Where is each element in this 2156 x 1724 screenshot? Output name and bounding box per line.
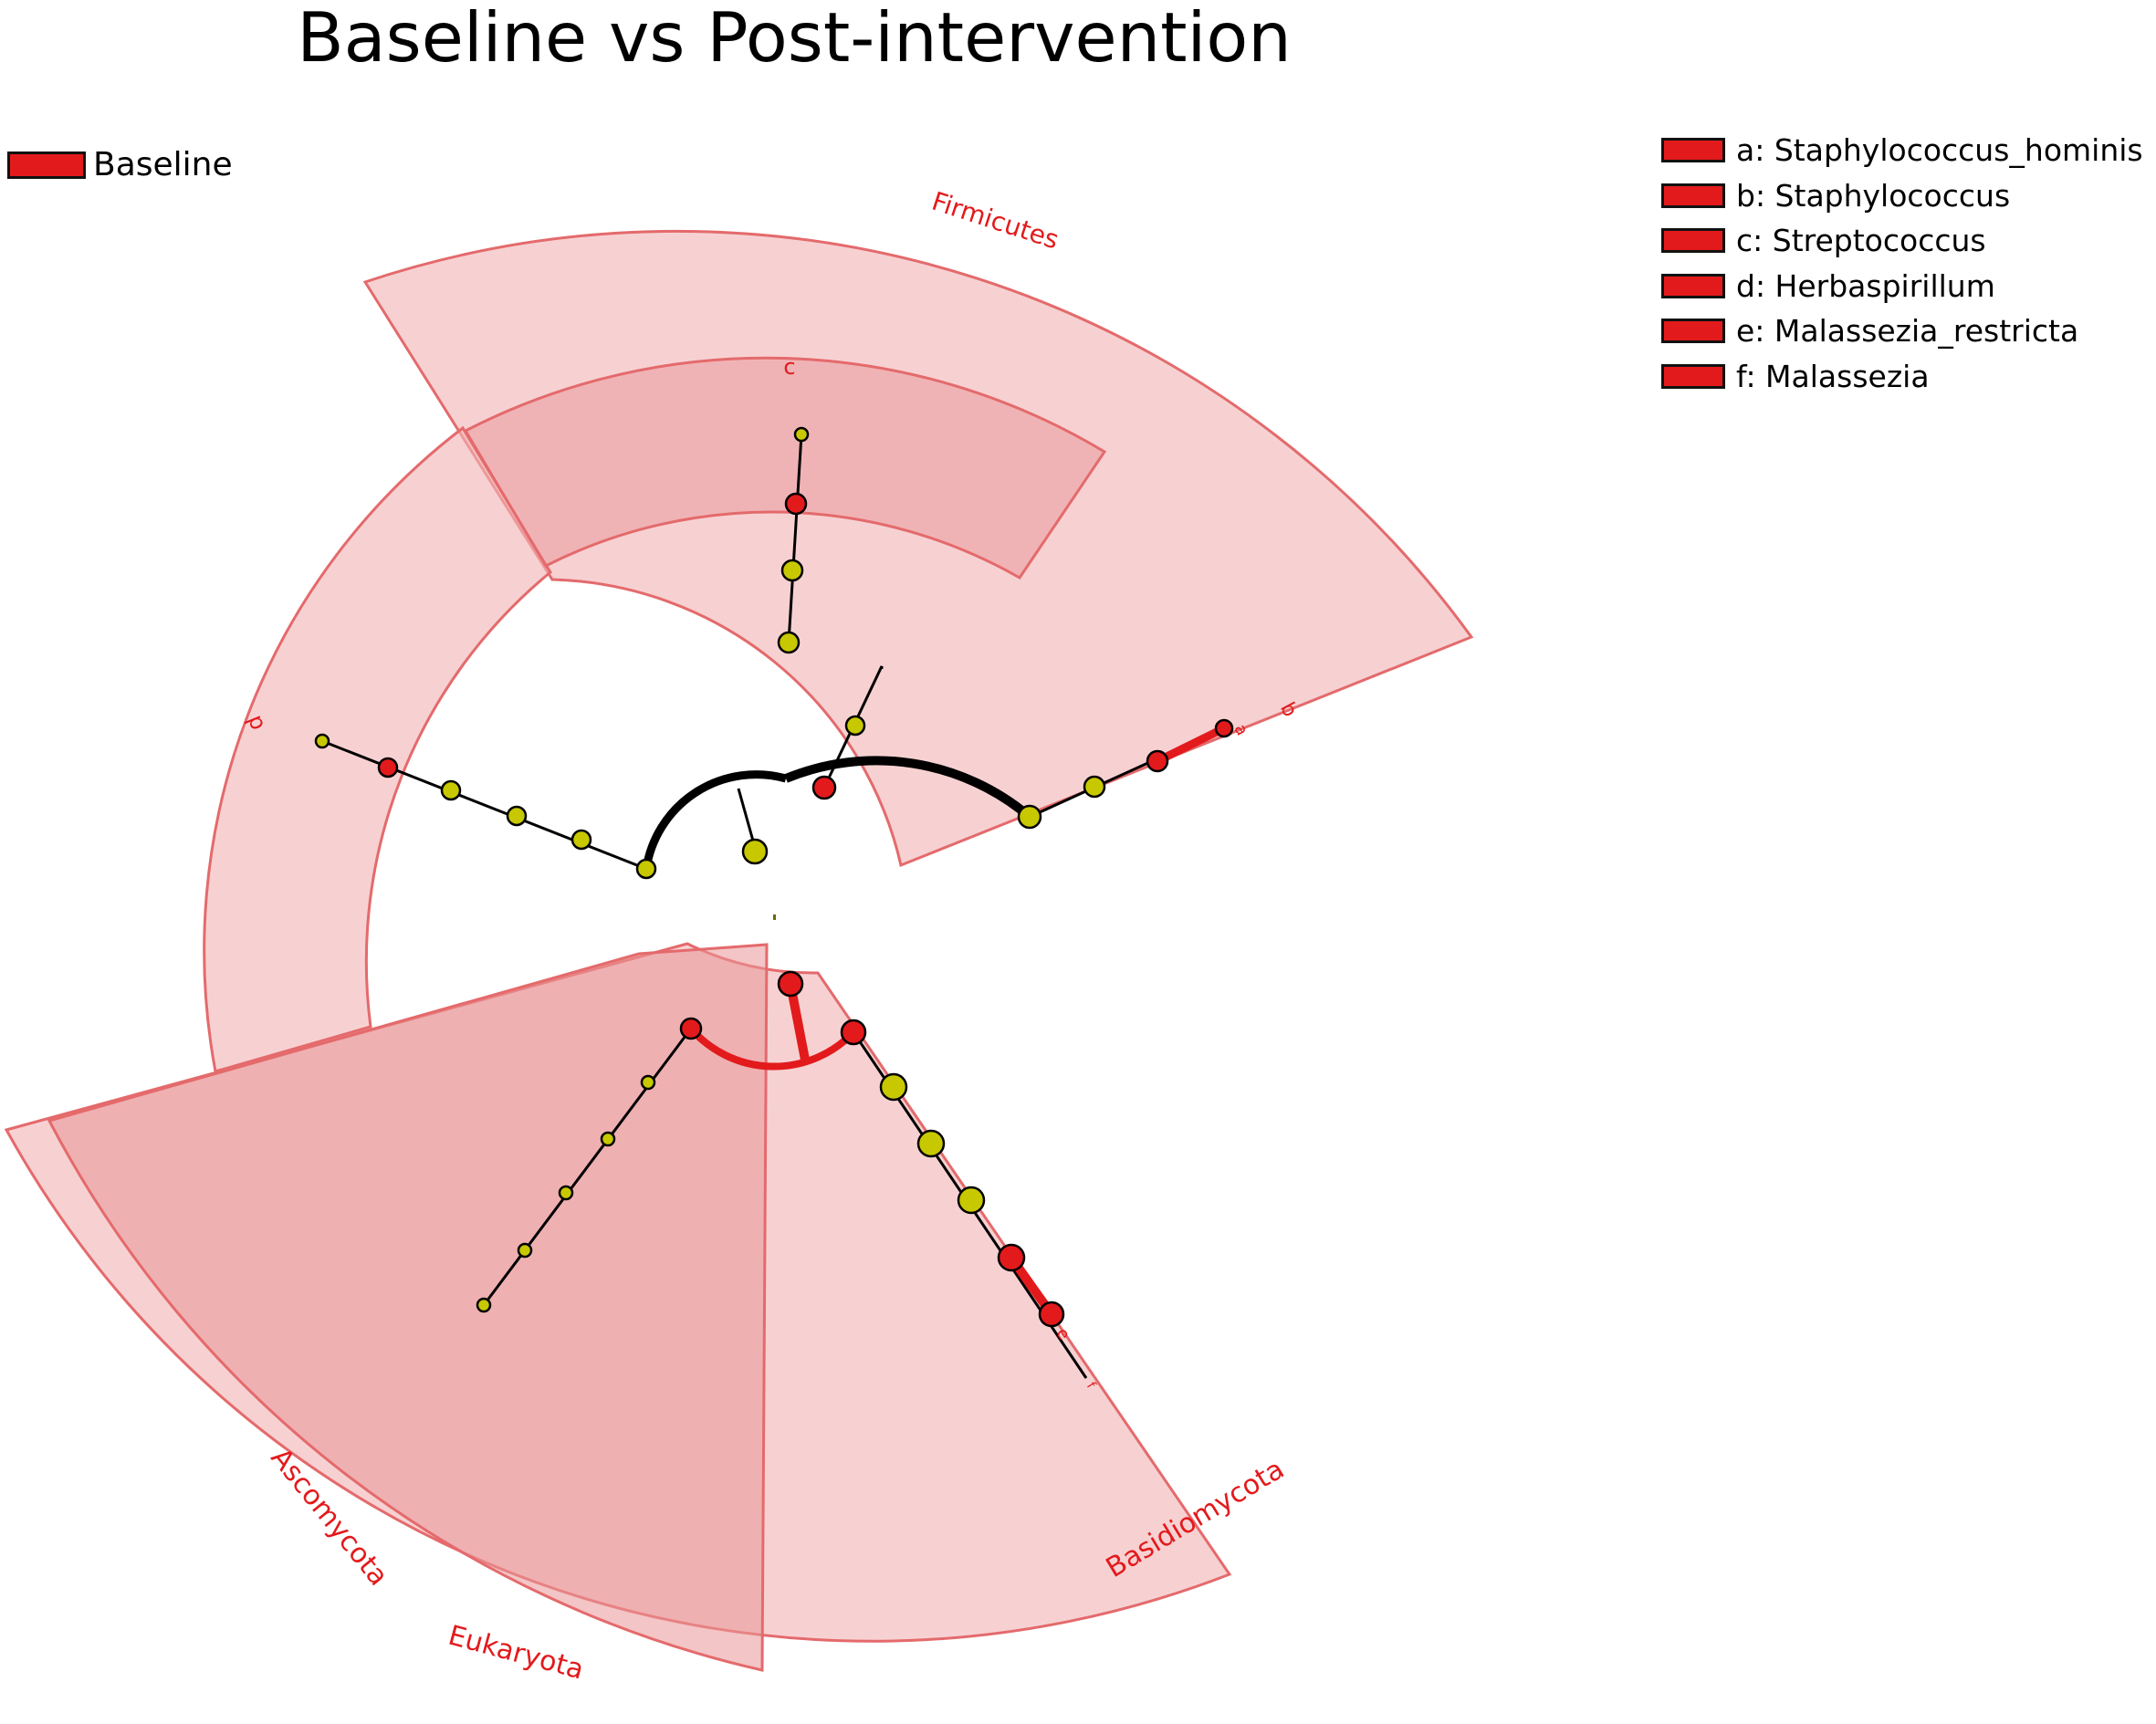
node-d-order xyxy=(506,805,528,827)
tree-nodes xyxy=(314,426,1234,1328)
node-basidio-family xyxy=(957,1186,986,1215)
key-item-d: d: Herbaspirillum xyxy=(1661,264,2143,309)
label-eukaryota: Eukaryota xyxy=(445,1619,587,1686)
label-c: c xyxy=(783,354,795,380)
edge-arc-bacteria xyxy=(642,770,788,870)
key-item-e: e: Malassezia_restricta xyxy=(1661,308,2143,354)
node-asco-order xyxy=(600,1131,616,1147)
shade-streptococcus xyxy=(463,356,1107,580)
key-item-b: b: Staphylococcus xyxy=(1661,173,2143,219)
node-asco-family xyxy=(558,1185,574,1201)
node-b-staphylococcus xyxy=(1146,749,1169,773)
node-asco-genus xyxy=(517,1242,533,1259)
key-swatch-a xyxy=(1661,138,1725,163)
node-a-hominis xyxy=(1214,718,1234,738)
node-eukaryota-root xyxy=(777,970,804,998)
node-c-streptococcus xyxy=(784,492,808,516)
key-label-b: b: Staphylococcus xyxy=(1736,177,2011,214)
edge-arc-eukaryota xyxy=(687,1026,856,1071)
node-f-malassezia-restricta xyxy=(1038,1301,1065,1328)
key-label-f: f: Malassezia xyxy=(1736,358,1930,394)
edge-branch-c xyxy=(787,434,803,643)
key-swatch-f xyxy=(1661,363,1725,389)
label-firmicutes: Firmicutes xyxy=(928,186,1062,256)
key-label-a: a: Staphylococcus_hominis xyxy=(1736,132,2143,169)
class-legend: Baseline xyxy=(7,146,233,183)
node-d-family xyxy=(440,779,462,801)
key-item-c: c: Streptococcus xyxy=(1661,218,2143,264)
node-b-order xyxy=(1083,775,1106,799)
key-swatch-d xyxy=(1661,273,1725,298)
node-d-tip xyxy=(314,733,330,749)
key-swatch-e xyxy=(1661,319,1725,344)
taxon-key-legend: a: Staphylococcus_hominis b: Staphylococ… xyxy=(1661,128,2143,399)
key-swatch-b xyxy=(1661,183,1725,208)
legend-swatch-baseline xyxy=(7,151,86,179)
node-ascomycota-phylum xyxy=(679,1017,703,1040)
node-d-class xyxy=(570,829,592,851)
node-e-malassezia-genus xyxy=(997,1243,1026,1272)
edge-branch-ascomycota xyxy=(482,1028,693,1306)
key-label-d: d: Herbaspirillum xyxy=(1736,267,1995,304)
node-firmicutes-b xyxy=(1017,804,1042,830)
edge-branch-mid xyxy=(822,665,884,789)
shade-d xyxy=(203,425,552,1073)
node-asco-class xyxy=(640,1074,656,1091)
node-mid-1 xyxy=(844,715,866,737)
chart-title: Baseline vs Post-intervention xyxy=(297,0,1292,78)
node-root-child xyxy=(741,838,769,865)
node-basidio-class xyxy=(879,1072,908,1102)
key-item-f: f: Malassezia xyxy=(1661,354,2143,400)
edge-branch-b-highlight xyxy=(1156,724,1226,766)
node-enriched-branch xyxy=(811,775,837,800)
root-marker xyxy=(773,914,776,920)
key-label-e: e: Malassezia_restricta xyxy=(1736,313,2079,350)
node-c-mid xyxy=(780,559,804,582)
node-basidio-order xyxy=(916,1129,946,1158)
shade-ascomycota xyxy=(47,943,769,1672)
node-asco-tip xyxy=(476,1297,492,1313)
edge-arc-firmicutes xyxy=(784,756,1033,820)
node-c-base xyxy=(777,631,801,654)
clade-shading xyxy=(4,229,1474,1672)
key-item-a: a: Staphylococcus_hominis xyxy=(1661,128,2143,173)
node-c-tip xyxy=(793,426,810,443)
legend-label-baseline: Baseline xyxy=(93,146,233,183)
node-basidiomycota-phylum xyxy=(840,1019,867,1046)
key-swatch-c xyxy=(1661,228,1725,254)
key-label-c: c: Streptococcus xyxy=(1736,223,1986,259)
node-d-herbaspirillum xyxy=(377,757,399,778)
edge-branch-d xyxy=(321,739,647,871)
node-d-phylum xyxy=(635,858,657,880)
